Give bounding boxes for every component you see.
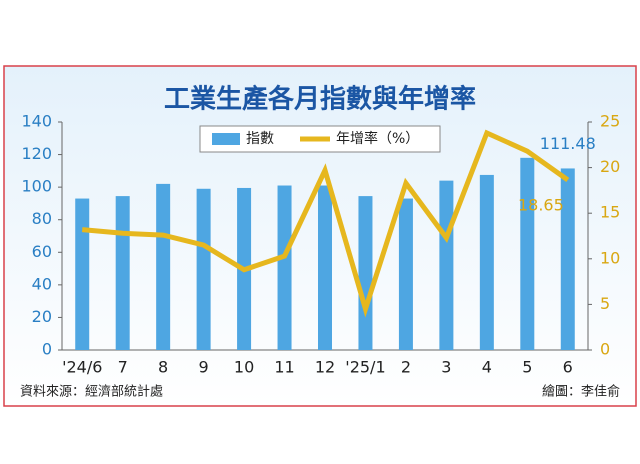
bar: [196, 188, 211, 350]
y-tick-label: 20: [32, 307, 52, 326]
data-label: 18.65: [518, 195, 564, 214]
credit: 繪圖：李佳俞: [542, 384, 620, 400]
chart-title: 工業生產各月指數與年增率: [164, 84, 476, 115]
legend-label: 年增率（%）: [336, 130, 419, 147]
x-tick-label: '24/6: [62, 358, 102, 377]
y-tick-label: 40: [32, 274, 52, 293]
bar: [560, 168, 575, 350]
x-tick-label: 6: [563, 358, 573, 377]
x-tick-label: 12: [315, 358, 335, 377]
legend-swatch: [212, 133, 240, 145]
x-tick-label: 7: [118, 358, 128, 377]
x-tick-label: 8: [158, 358, 168, 377]
y2-tick-label: 10: [600, 248, 620, 267]
y2-tick-label: 20: [600, 157, 620, 176]
x-tick-label: '25/1: [345, 358, 385, 377]
legend-label: 指數: [246, 131, 274, 147]
source: 資料來源：經濟部統計處: [20, 384, 163, 400]
y-tick-label: 120: [21, 144, 52, 163]
x-tick-label: 11: [274, 358, 294, 377]
y-tick-label: 60: [32, 242, 52, 261]
line: [82, 129, 570, 318]
x-tick-label: 4: [482, 358, 492, 377]
bar: [439, 180, 454, 350]
bar: [277, 185, 292, 350]
bar: [75, 198, 90, 350]
bar: [115, 196, 130, 350]
bar: [520, 157, 535, 350]
bar: [358, 196, 373, 350]
x-tick-label: 9: [199, 358, 209, 377]
y2-tick-label: 15: [600, 203, 620, 222]
x-tick-label: 5: [522, 358, 532, 377]
y2-tick-label: 5: [600, 294, 610, 313]
y-tick-label: 0: [42, 340, 52, 359]
x-tick-label: 10: [234, 358, 254, 377]
y-tick-label: 80: [32, 209, 52, 228]
y2-tick-label: 25: [600, 112, 620, 131]
bar: [479, 174, 494, 350]
bar: [318, 185, 332, 350]
bar: [398, 198, 413, 350]
y2-tick-label: 0: [600, 340, 610, 359]
bar: [156, 183, 171, 350]
x-tick-label: 2: [401, 358, 411, 377]
y-tick-label: 140: [21, 112, 52, 131]
x-tick-label: 3: [441, 358, 451, 377]
data-label: 111.48: [540, 134, 596, 153]
y-tick-label: 100: [21, 177, 52, 196]
